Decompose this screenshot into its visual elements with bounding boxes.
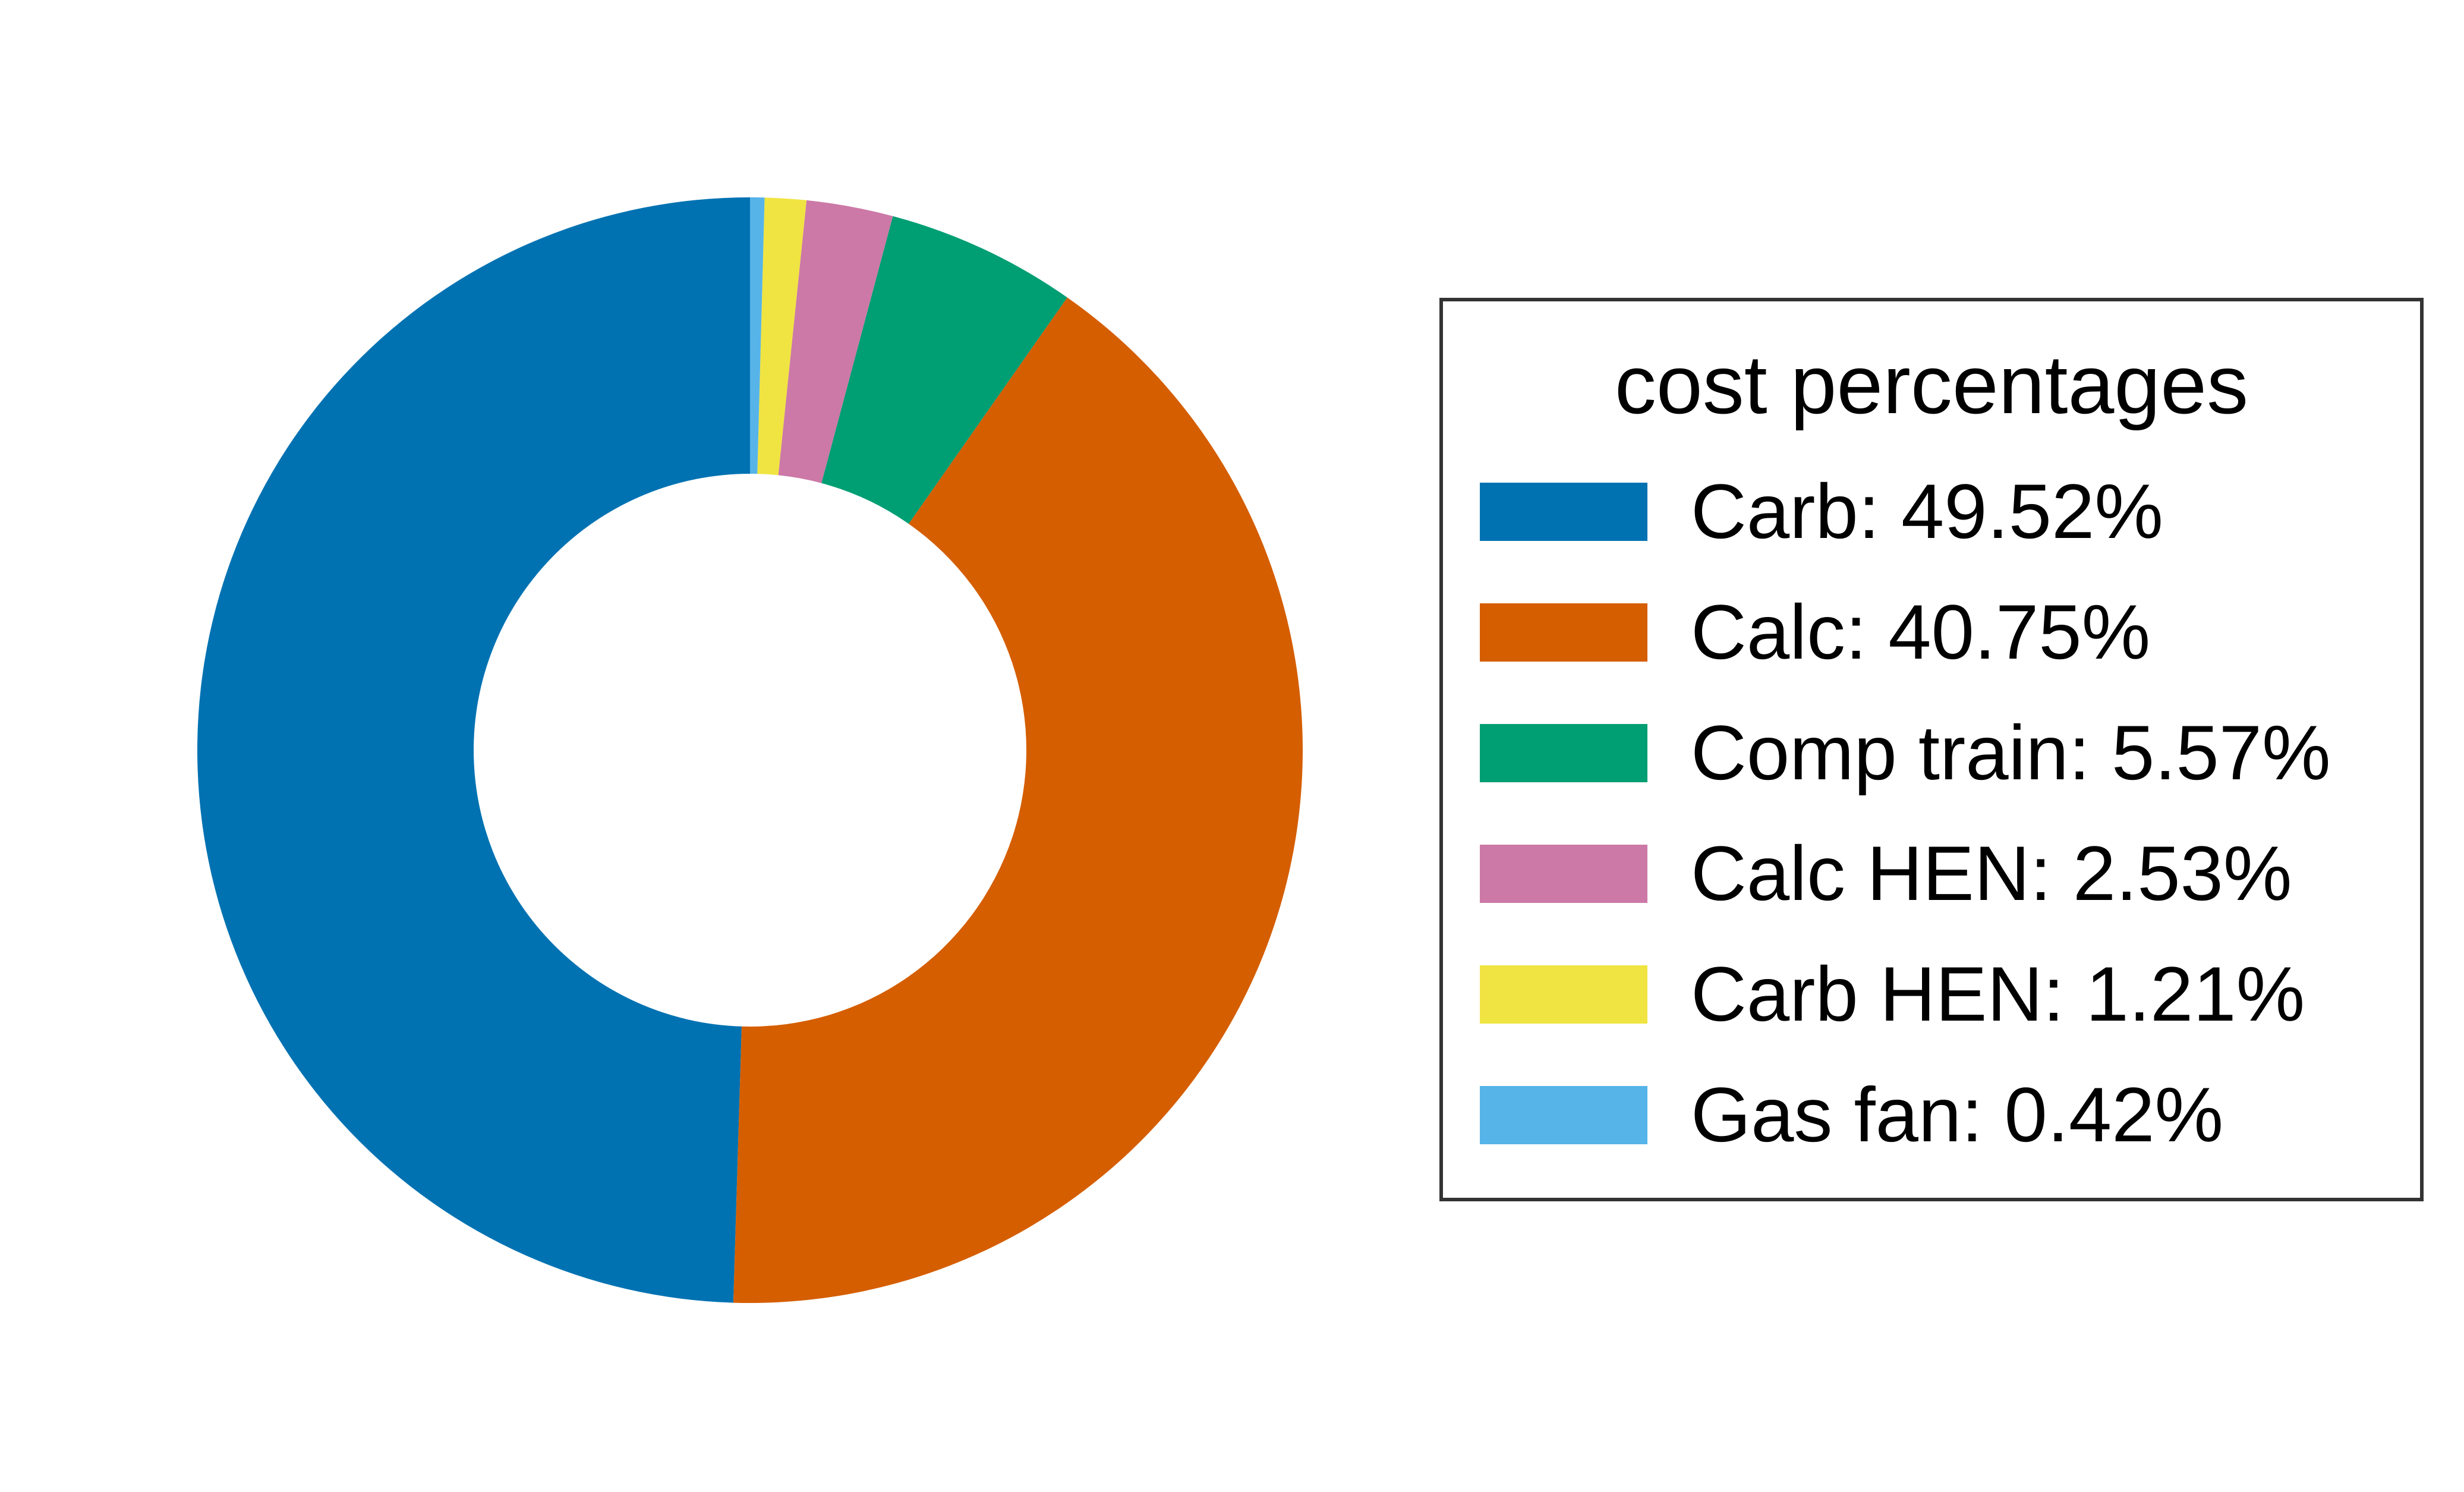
slice-calc	[733, 297, 1303, 1304]
slice-carb-hen	[757, 197, 807, 476]
legend-label: Calc: 40.75%	[1691, 588, 2150, 675]
legend-entry: Carb: 49.52%	[1480, 468, 2163, 555]
legend-label: Calc HEN: 2.53%	[1691, 830, 2292, 917]
slice-gas-fan	[750, 197, 765, 474]
legend-label: Comp train: 5.57%	[1691, 709, 2331, 796]
legend-swatch	[1480, 1086, 1647, 1144]
legend-entry: Carb HEN: 1.21%	[1480, 950, 2305, 1037]
legend-swatch	[1480, 603, 1647, 662]
legend-entry: Calc: 40.75%	[1480, 588, 2150, 675]
donut-slices	[197, 197, 1303, 1304]
legend-swatch	[1480, 483, 1647, 541]
legend-entries: Carb: 49.52% Calc: 40.75% Comp train: 5.57…	[1480, 468, 2331, 1158]
slice-comp-train	[821, 216, 1067, 524]
legend-label: Carb: 49.52%	[1691, 468, 2163, 555]
legend-title: cost percentages	[1615, 338, 2248, 431]
legend-label: Carb HEN: 1.21%	[1691, 950, 2305, 1037]
slice-carb	[197, 197, 750, 1303]
legend: cost percentages Carb: 49.52% Calc: 40.75…	[1439, 298, 2424, 1201]
legend-entry: Calc HEN: 2.53%	[1480, 830, 2292, 917]
legend-swatch	[1480, 965, 1647, 1024]
legend-label: Gas fan: 0.42%	[1691, 1071, 2223, 1158]
legend-swatch	[1480, 724, 1647, 782]
legend-entry: Comp train: 5.57%	[1480, 709, 2331, 796]
legend-swatch	[1480, 845, 1647, 903]
slice-calc-hen	[778, 200, 893, 483]
legend-entry: Gas fan: 0.42%	[1480, 1071, 2223, 1158]
